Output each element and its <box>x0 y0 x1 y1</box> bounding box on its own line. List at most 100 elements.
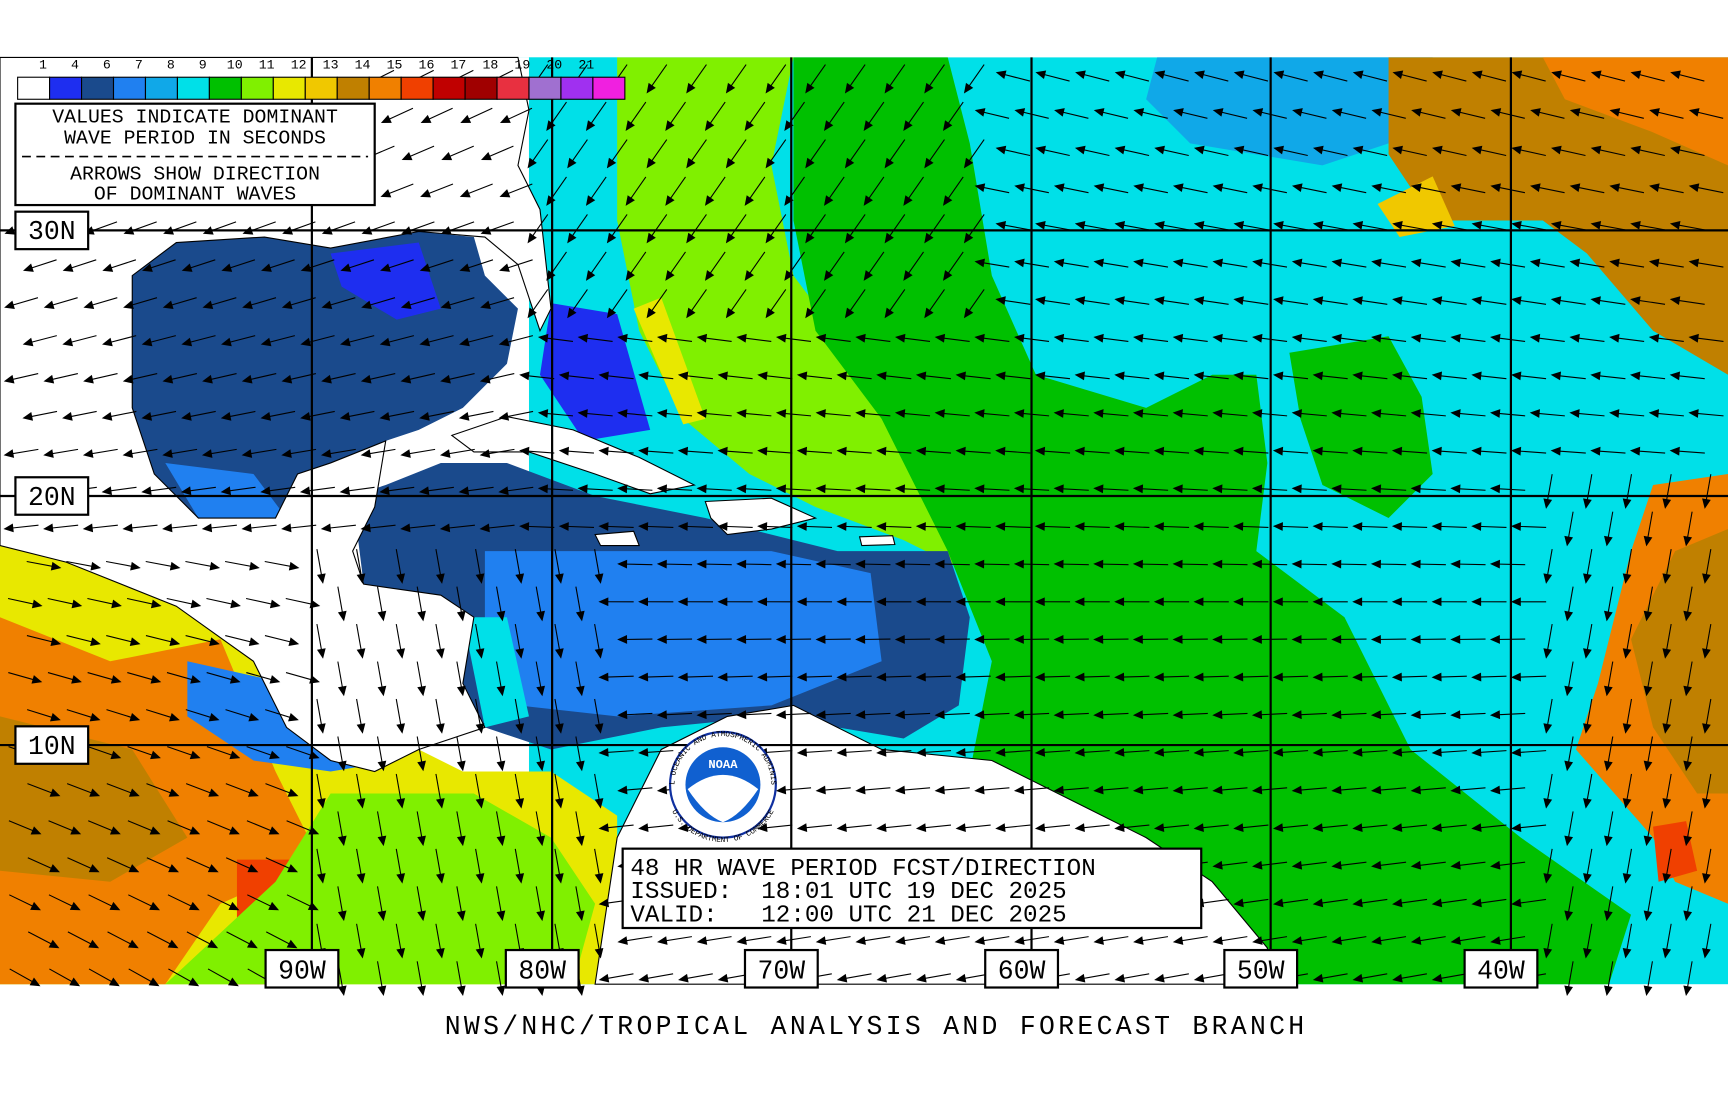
wave-arrow-head <box>1114 371 1125 381</box>
legend-swatch <box>208 76 242 100</box>
wave-arrow-head <box>129 637 141 646</box>
wave-arrow-head <box>1583 948 1592 959</box>
wave-arrow-head <box>316 873 326 884</box>
wave-arrow-head <box>122 523 133 533</box>
wave-arrow-head <box>1114 823 1125 833</box>
wave-arrow-head <box>696 484 707 494</box>
legend-swatch <box>592 76 626 100</box>
wave-arrow-head <box>269 750 280 760</box>
wave-arrow-head <box>396 648 406 659</box>
wave-arrow-head <box>377 610 387 622</box>
wave-arrow-head <box>955 597 966 607</box>
wave-arrow-head <box>1543 648 1553 659</box>
wave-arrow-head <box>696 936 708 945</box>
wave-arrow-head <box>1193 672 1204 682</box>
wave-arrow-head <box>1053 559 1064 569</box>
wave-arrow-head <box>515 573 525 584</box>
wave-arrow-head <box>209 561 221 571</box>
wave-arrow-head <box>23 263 34 272</box>
wave-arrow-head <box>1648 409 1660 418</box>
wave-arrow-head <box>1391 446 1403 456</box>
wave-arrow-head <box>1075 70 1086 80</box>
legend-swatch <box>528 76 562 100</box>
wave-arrow-head <box>128 864 140 873</box>
wave-arrow-head <box>1510 446 1522 456</box>
wave-arrow-head <box>356 723 366 734</box>
wave-arrow-head <box>396 573 406 584</box>
wave-arrow-head <box>757 597 768 607</box>
forecast-box: 48 HR WAVE PERIOD FCST/DIRECTION ISSUED:… <box>621 847 1203 929</box>
wave-arrow-head <box>625 270 635 281</box>
wave-arrow-head <box>1583 798 1592 809</box>
wave-arrow-head <box>1212 710 1223 720</box>
wave-arrow-head <box>1490 258 1501 268</box>
wave-arrow-head <box>22 412 34 421</box>
wave-arrow-head <box>617 333 628 343</box>
wave-arrow-head <box>757 371 768 381</box>
wave-arrow-head <box>1683 685 1693 697</box>
wave-arrow-head <box>717 446 728 456</box>
wave-arrow-head <box>169 637 181 646</box>
region-yellow <box>1377 176 1455 238</box>
wave-arrow-head <box>50 637 62 646</box>
wave-arrow-head <box>1074 973 1086 983</box>
wave-arrow-head <box>1510 672 1521 682</box>
wave-arrow-head <box>1053 635 1064 644</box>
wave-arrow-head <box>339 412 351 421</box>
wave-arrow-head <box>202 374 213 384</box>
wave-arrow-head <box>1370 484 1382 494</box>
wave-arrow-head <box>30 901 41 911</box>
wave-arrow-head <box>1569 258 1581 268</box>
wave-arrow-head <box>515 798 525 809</box>
wave-arrow-head <box>69 977 81 987</box>
wave-arrow-head <box>50 561 62 571</box>
wave-arrow-head <box>594 798 604 809</box>
wave-arrow-head <box>617 710 628 720</box>
wave-arrow-head <box>287 864 299 873</box>
wave-arrow-head <box>894 785 906 795</box>
wave-arrow-head <box>1034 371 1046 381</box>
wave-arrow-head <box>1630 70 1642 80</box>
wave-arrow-head <box>1331 785 1342 795</box>
longitude-label: 60W <box>998 957 1046 987</box>
wave-arrow-head <box>876 446 887 456</box>
wave-arrow-head <box>1074 145 1086 155</box>
coordinate-labels: 30N 20N 10N 90W 80W 70W 60W 50W 40W <box>14 210 1539 989</box>
wave-arrow-head <box>1590 371 1601 381</box>
wave-arrow-head <box>1471 522 1482 531</box>
wave-arrow-head <box>1291 936 1303 945</box>
wave-arrow-head <box>677 446 689 456</box>
wave-arrow-head <box>1431 747 1442 757</box>
wave-arrow-head <box>955 371 966 381</box>
wave-arrow-head <box>1133 258 1144 268</box>
wave-arrow-head <box>625 120 635 131</box>
wave-arrow-head <box>656 559 667 569</box>
wave-arrow-head <box>417 685 426 697</box>
wave-arrow-head <box>1471 220 1483 230</box>
wave-arrow-head <box>815 409 826 418</box>
wave-arrow-head <box>1683 610 1693 622</box>
wave-arrow-head <box>765 232 775 244</box>
wave-arrow-head <box>558 446 570 456</box>
wave-arrow-head <box>307 901 319 911</box>
wave-arrow-head <box>247 788 259 797</box>
wave-arrow-head <box>496 685 506 697</box>
wave-arrow-head <box>201 449 213 458</box>
wave-arrow-head <box>775 710 786 720</box>
wave-arrow-head <box>71 675 82 684</box>
wave-arrow-head <box>974 484 985 494</box>
wave-arrow-head <box>1193 371 1204 381</box>
legend-label: 12 <box>291 57 307 72</box>
legend-label: 17 <box>451 57 467 72</box>
wave-arrow-head <box>598 973 610 983</box>
wave-arrow-head <box>288 561 300 571</box>
wave-arrow-head <box>836 597 847 607</box>
wave-arrow-head <box>109 901 121 911</box>
wave-arrow-head <box>1371 333 1382 343</box>
wave-arrow-head <box>209 637 220 646</box>
wave-arrow-head <box>1074 446 1085 456</box>
wave-arrow-head <box>1312 672 1323 682</box>
wave-arrow-head <box>1609 333 1620 343</box>
wave-arrow-head <box>440 374 451 384</box>
wave-arrow-head <box>924 82 934 94</box>
